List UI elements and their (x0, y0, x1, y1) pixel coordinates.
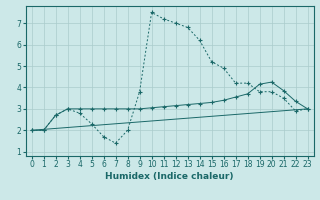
X-axis label: Humidex (Indice chaleur): Humidex (Indice chaleur) (105, 172, 234, 181)
